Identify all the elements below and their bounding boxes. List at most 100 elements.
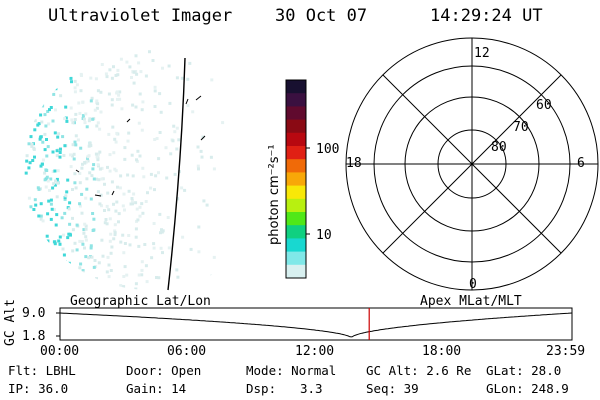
emission-pixel (26, 54, 30, 58)
emission-pixel (69, 106, 73, 110)
emission-pixel (83, 121, 87, 125)
emission-pixel (57, 72, 61, 76)
emission-pixel (93, 259, 97, 262)
emission-pixel (29, 135, 33, 139)
emission-pixel (80, 192, 84, 196)
emission-pixel (80, 166, 84, 170)
emission-pixel (28, 252, 32, 256)
uv-image (24, 50, 225, 291)
emission-pixel (86, 155, 90, 159)
emission-pixel (95, 106, 99, 110)
emission-pixel (78, 239, 82, 243)
emission-pixel (35, 75, 39, 79)
emission-pixel (43, 113, 47, 117)
emission-pixel (39, 248, 43, 252)
emission-pixel (151, 59, 155, 62)
emission-pixel (165, 176, 169, 180)
emission-pixel (167, 246, 171, 250)
emission-pixel (46, 145, 50, 149)
emission-pixel (63, 211, 67, 215)
emission-pixel (135, 159, 139, 163)
emission-pixel (127, 131, 131, 135)
emission-pixel (24, 112, 28, 116)
emission-pixel (94, 77, 98, 81)
emission-pixel (173, 130, 177, 134)
emission-pixel (55, 76, 59, 80)
emission-pixel (65, 262, 69, 266)
emission-pixel (66, 236, 70, 240)
emission-pixel (108, 153, 112, 157)
color-scale-bar (285, 79, 310, 279)
emission-pixel (134, 287, 138, 290)
emission-pixel (45, 92, 48, 96)
emission-pixel (41, 288, 45, 290)
emission-pixel (29, 256, 33, 260)
emission-pixel (201, 135, 205, 139)
emission-pixel (38, 240, 42, 244)
emission-pixel (47, 83, 51, 87)
emission-pixel (105, 270, 109, 274)
emission-pixel (79, 72, 83, 76)
emission-pixel (35, 228, 39, 232)
emission-pixel (150, 256, 154, 260)
emission-pixel (199, 149, 203, 153)
emission-pixel (32, 84, 36, 88)
emission-pixel (118, 90, 122, 94)
emission-pixel (134, 201, 138, 205)
emission-pixel (130, 197, 134, 200)
colorbar-segment (286, 264, 306, 279)
emission-pixel (90, 96, 94, 100)
emission-pixel (45, 234, 49, 238)
emission-pixel (41, 219, 45, 223)
instrument-title: Ultraviolet Imager (48, 6, 233, 26)
lat-label-70: 70 (513, 120, 529, 135)
emission-pixel (78, 204, 82, 208)
emission-pixel (197, 250, 201, 254)
emission-pixel (194, 50, 198, 54)
lat-label-60: 60 (536, 98, 552, 113)
emission-pixel (39, 202, 43, 206)
emission-pixel (55, 213, 59, 217)
emission-pixel (115, 131, 119, 135)
emission-pixel (103, 209, 106, 212)
emission-pixel (49, 202, 53, 206)
emission-pixel (92, 217, 96, 221)
emission-pixel (43, 132, 47, 136)
emission-pixel (106, 191, 110, 195)
emission-pixel (140, 268, 144, 272)
emission-pixel (48, 252, 51, 256)
emission-pixel (53, 240, 57, 244)
emission-pixel (107, 92, 111, 96)
emission-pixel (33, 119, 37, 123)
emission-pixel (73, 181, 77, 185)
emission-pixel (100, 238, 104, 242)
emission-pixel (108, 239, 112, 243)
emission-pixel (67, 261, 71, 265)
emission-pixel (169, 152, 173, 156)
emission-pixel (36, 83, 40, 87)
colorbar-segment (286, 238, 306, 253)
emission-pixel (37, 187, 41, 191)
emission-pixel (81, 269, 85, 273)
time-label: 14:29:24 UT (430, 6, 543, 26)
emission-pixel (87, 256, 91, 260)
emission-pixel (101, 52, 105, 56)
emission-pixel (123, 242, 127, 245)
emission-pixel (196, 164, 200, 168)
emission-pixel (161, 251, 164, 255)
emission-pixel (43, 273, 47, 277)
emission-pixel (157, 171, 160, 175)
emission-pixel (140, 273, 144, 277)
emission-pixel (43, 178, 47, 182)
emission-pixel (48, 68, 52, 72)
emission-pixel (127, 189, 131, 193)
emission-pixel (55, 270, 59, 274)
emission-pixel (32, 55, 36, 58)
emission-pixel (55, 195, 59, 199)
emission-pixel (128, 243, 132, 247)
emission-pixel (157, 276, 161, 280)
emission-pixel (74, 134, 78, 138)
colorbar-tick-100: 100 (316, 142, 340, 157)
emission-pixel (31, 89, 35, 93)
emission-pixel (71, 267, 75, 271)
